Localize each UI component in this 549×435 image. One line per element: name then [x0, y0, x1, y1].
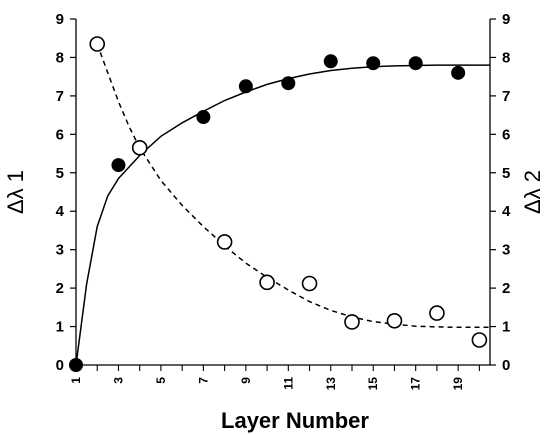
y-axis-title-left: Δλ 1: [3, 170, 28, 214]
x-tick-label: 5: [154, 377, 168, 384]
y-tick-label-right: 3: [502, 242, 510, 259]
y-tick-label-right: 1: [502, 319, 510, 336]
data-point-filled: [409, 57, 422, 70]
y-tick-label-right: 5: [502, 165, 510, 182]
x-axis-title: Layer Number: [221, 408, 369, 433]
x-tick-label: 7: [196, 377, 210, 384]
data-point-open: [303, 276, 317, 290]
data-point-filled: [197, 111, 210, 124]
data-point-filled: [367, 57, 380, 70]
y-tick-label-left: 2: [56, 280, 64, 297]
y-tick-label-left: 5: [56, 165, 64, 182]
y-tick-label-right: 4: [502, 203, 511, 220]
data-point-filled: [452, 66, 465, 79]
y-tick-label-right: 2: [502, 280, 510, 297]
y-tick-label-right: 9: [502, 11, 510, 28]
y-tick-label-left: 0: [56, 357, 64, 374]
data-point-open: [345, 315, 359, 329]
y-axis-title-right: Δλ 2: [520, 170, 545, 214]
y-tick-label-right: 7: [502, 88, 510, 105]
tick-labels: 0 01 12 23 34 45 56 67 78 89 91 3 5 7 9 11 13 15 17 19: [56, 11, 511, 390]
y-tick-label-right: 8: [502, 49, 510, 66]
data-point-filled: [70, 359, 83, 372]
data-point-open: [472, 333, 486, 347]
y-tick-label-left: 9: [56, 11, 64, 28]
x-tick-label: 9: [239, 377, 253, 384]
x-tick-label: 17: [409, 377, 423, 391]
x-tick-label: 3: [111, 377, 125, 384]
data-point-filled: [112, 159, 125, 172]
y-tick-label-left: 4: [56, 203, 65, 220]
y-tick-label-left: 6: [56, 126, 64, 143]
y-tick-label-left: 8: [56, 49, 64, 66]
x-tick-label: 11: [281, 377, 295, 390]
y-tick-label-right: 6: [502, 126, 510, 143]
data-point-filled: [282, 77, 295, 90]
x-tick-label: 15: [366, 377, 380, 391]
data-points: [70, 37, 487, 372]
y-tick-label-left: 3: [56, 242, 64, 259]
data-point-open: [218, 235, 232, 249]
data-point-open: [387, 314, 401, 328]
x-tick-label: 1: [69, 377, 83, 384]
fit-line-solid: [76, 65, 490, 365]
data-point-open: [90, 37, 104, 51]
fit-lines: [76, 44, 490, 365]
data-point-open: [133, 141, 147, 155]
x-tick-label: 13: [324, 377, 338, 391]
data-point-open: [260, 275, 274, 289]
y-tick-label-left: 1: [56, 319, 64, 336]
data-point-open: [430, 306, 444, 320]
x-tick-label: 19: [451, 377, 465, 391]
data-point-filled: [239, 80, 252, 93]
y-tick-label-left: 7: [56, 88, 64, 105]
y-tick-label-right: 0: [502, 357, 510, 374]
data-point-filled: [324, 55, 337, 68]
